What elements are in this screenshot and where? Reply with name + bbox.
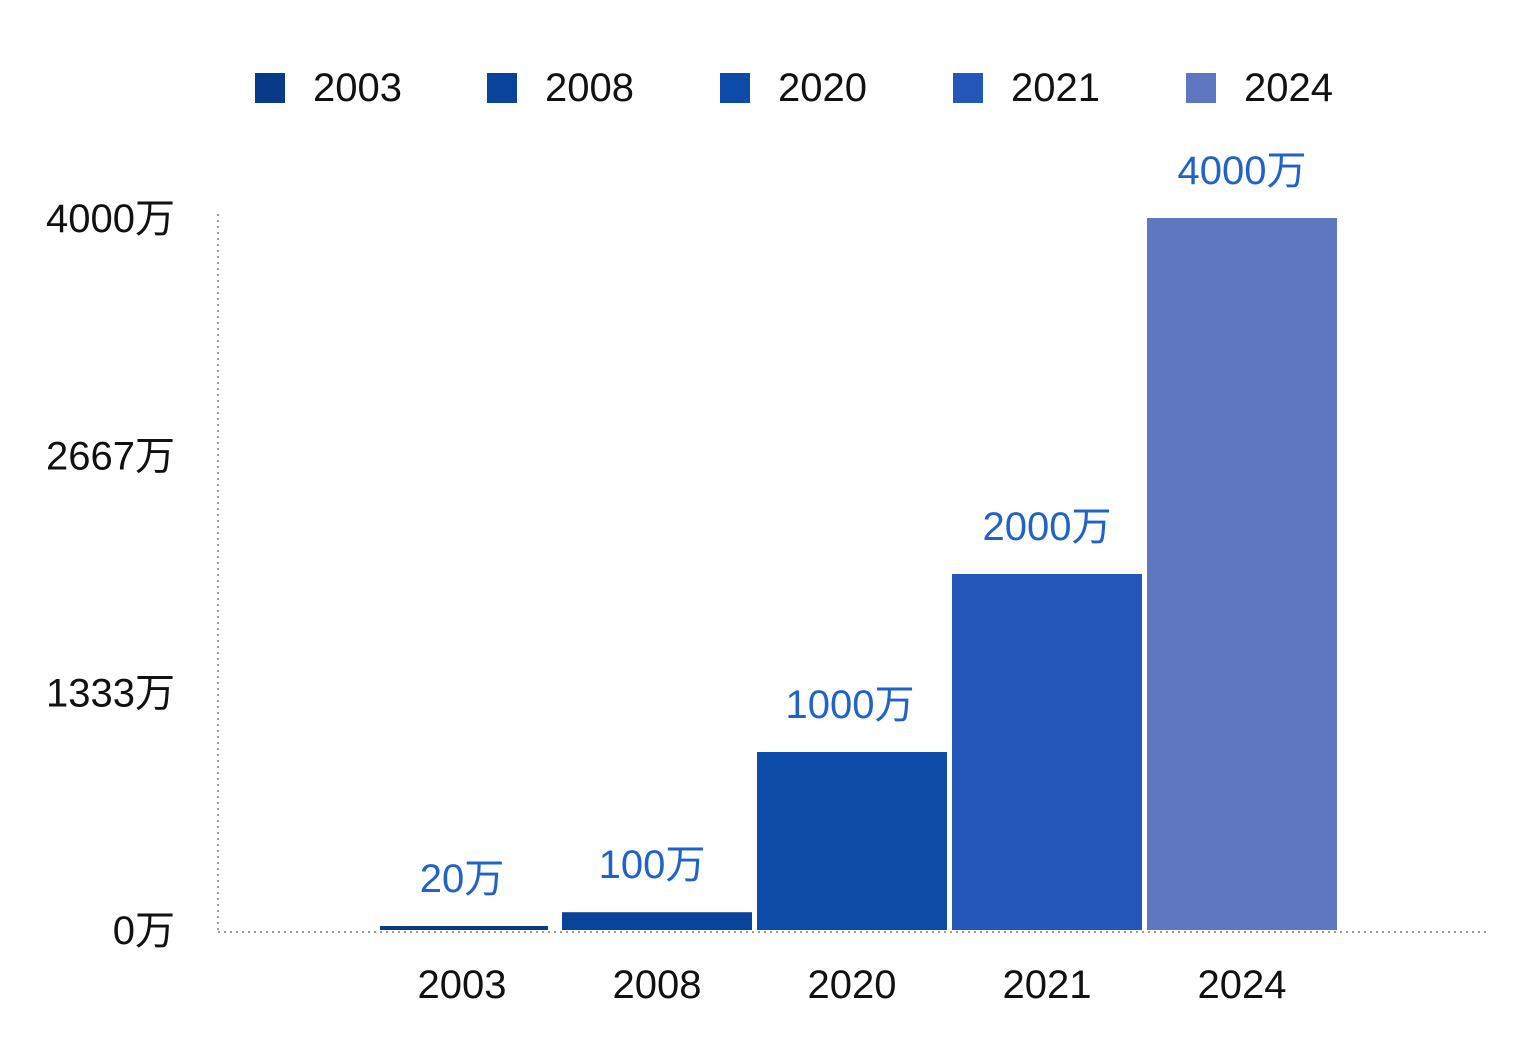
legend-item-2021[interactable]: 2021 <box>953 60 1100 116</box>
data-label-2021: 2000万 <box>983 505 1112 549</box>
x-tick-label-2003: 2003 <box>418 963 507 1007</box>
legend-label-2020: 2020 <box>778 65 867 110</box>
legend-swatch-2003 <box>255 73 285 103</box>
y-tick-labels: 0万 1333万 2667万 4000万 <box>46 197 175 953</box>
legend-label-2024: 2024 <box>1244 65 1333 110</box>
bars <box>380 218 1337 930</box>
data-label-2003: 20万 <box>420 857 505 901</box>
y-tick-label-3: 4000万 <box>46 197 175 241</box>
x-tick-labels: 2003 2008 2020 2021 2024 <box>418 963 1287 1007</box>
bar-2021[interactable] <box>952 574 1142 930</box>
bar-2024[interactable] <box>1147 218 1337 930</box>
y-tick-label-0: 0万 <box>113 909 175 953</box>
x-tick-label-2008: 2008 <box>613 963 702 1007</box>
legend-label-2003: 2003 <box>313 65 402 110</box>
y-tick-label-2: 2667万 <box>46 434 175 478</box>
data-label-2024: 4000万 <box>1178 149 1307 193</box>
y-tick-label-1: 1333万 <box>46 672 175 716</box>
legend-item-2008[interactable]: 2008 <box>487 60 634 116</box>
legend-swatch-2020 <box>720 73 750 103</box>
data-labels: 20万 100万 1000万 2000万 4000万 <box>420 149 1307 901</box>
bar-2008[interactable] <box>562 912 752 930</box>
legend-swatch-2021 <box>953 73 983 103</box>
legend-swatch-2008 <box>487 73 517 103</box>
legend-label-2021: 2021 <box>1011 65 1100 110</box>
legend-swatch-2024 <box>1186 73 1216 103</box>
bar-2020[interactable] <box>757 752 947 930</box>
x-tick-label-2021: 2021 <box>1003 963 1092 1007</box>
legend-label-2008: 2008 <box>545 65 634 110</box>
data-label-2008: 100万 <box>599 843 706 887</box>
x-tick-label-2020: 2020 <box>808 963 897 1007</box>
legend: 2003 2008 2020 2021 2024 <box>0 60 1518 116</box>
x-tick-label-2024: 2024 <box>1198 963 1287 1007</box>
legend-item-2020[interactable]: 2020 <box>720 60 867 116</box>
bar-2003[interactable] <box>380 926 548 930</box>
legend-item-2003[interactable]: 2003 <box>255 60 402 116</box>
legend-item-2024[interactable]: 2024 <box>1186 60 1333 116</box>
data-label-2020: 1000万 <box>786 683 915 727</box>
